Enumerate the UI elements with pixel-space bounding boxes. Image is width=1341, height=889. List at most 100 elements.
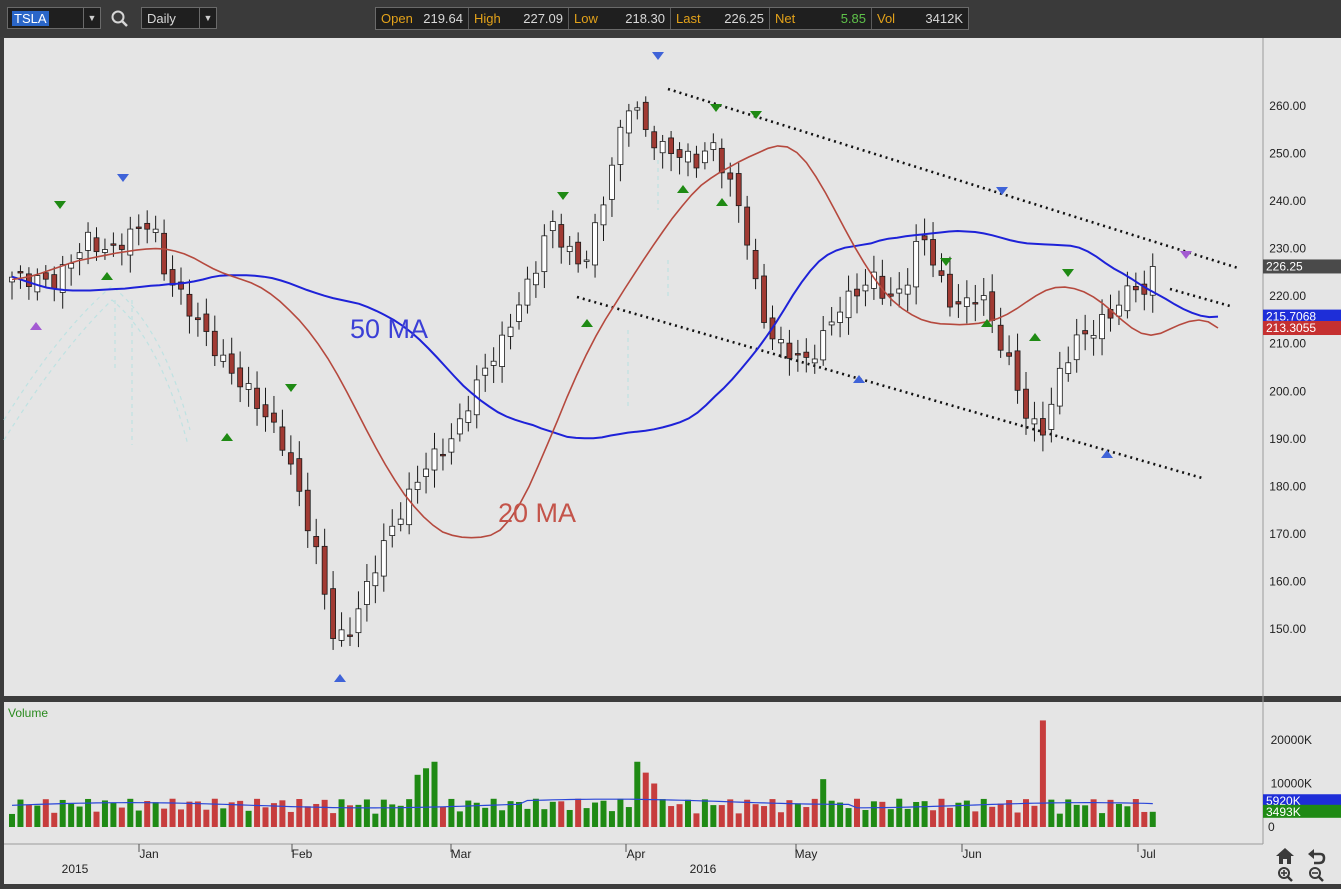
candle-body bbox=[930, 239, 936, 266]
ghost-curve bbox=[3, 299, 189, 446]
pivot-low-marker bbox=[677, 185, 689, 193]
pivot-markers bbox=[30, 52, 1192, 682]
candle-body bbox=[955, 301, 962, 305]
candle-body bbox=[1090, 335, 1097, 339]
pivot-low-marker bbox=[581, 319, 593, 327]
volume-bar bbox=[9, 813, 15, 827]
volume-bar bbox=[524, 808, 531, 827]
candle-body bbox=[17, 271, 24, 274]
volume-bar bbox=[118, 807, 125, 827]
volume-bar bbox=[270, 803, 277, 827]
undo-icon[interactable] bbox=[1308, 849, 1326, 865]
candle-body bbox=[794, 353, 801, 356]
zoom-out-icon[interactable] bbox=[1309, 867, 1324, 882]
candle-body bbox=[947, 273, 953, 308]
volume-bar bbox=[735, 813, 742, 827]
volume-bar bbox=[972, 811, 979, 827]
search-icon[interactable] bbox=[110, 9, 130, 29]
candle-body bbox=[135, 226, 142, 229]
volume-bar bbox=[786, 800, 793, 827]
volume-bar bbox=[313, 803, 320, 827]
avg-volume-tag-bg bbox=[1263, 794, 1341, 808]
price-chart[interactable]: 50 MA 20 MA 260.00 250.00 240.00 230.00 220.… bbox=[0, 37, 1341, 884]
zoom-in-icon[interactable] bbox=[1278, 867, 1293, 882]
faded-overlay bbox=[3, 160, 669, 446]
candle-body bbox=[778, 339, 784, 344]
candle-body bbox=[372, 572, 379, 587]
candle-body bbox=[152, 228, 159, 233]
pivot-high-marker bbox=[54, 201, 66, 209]
toolbar: TSLA ▼ Daily ▼ Open 219.64 High 227.09 L… bbox=[0, 0, 1341, 38]
x-tick-label: Feb bbox=[292, 847, 313, 861]
candle-body bbox=[414, 481, 421, 490]
volume-bar bbox=[490, 798, 497, 827]
candle-body bbox=[59, 264, 66, 293]
volume-bar bbox=[532, 798, 539, 827]
volume-bar bbox=[727, 799, 734, 827]
pivot-high-marker bbox=[117, 174, 129, 182]
candle-body bbox=[93, 237, 100, 253]
candle-body bbox=[1006, 352, 1012, 357]
quote-label: Open bbox=[381, 11, 413, 26]
quote-open: Open 219.64 bbox=[376, 8, 469, 29]
volume-bar bbox=[93, 811, 100, 827]
volume-bar bbox=[820, 779, 827, 827]
period-text: Daily bbox=[147, 11, 176, 26]
volume-bar bbox=[245, 810, 252, 827]
candle-body bbox=[1116, 304, 1122, 317]
candle-body bbox=[1031, 418, 1038, 425]
candle-body bbox=[397, 518, 404, 525]
volume-bar bbox=[887, 809, 894, 827]
home-icon[interactable] bbox=[1276, 848, 1294, 864]
quote-low: Low 218.30 bbox=[569, 8, 671, 29]
candle-body bbox=[254, 387, 260, 409]
y-tick-label: 220.00 bbox=[1269, 289, 1306, 303]
candle-body bbox=[609, 164, 615, 200]
volume-bar bbox=[178, 809, 184, 827]
period-select[interactable]: Daily ▼ bbox=[141, 7, 217, 29]
volume-bar bbox=[169, 798, 176, 827]
x-tick-label: Apr bbox=[627, 847, 646, 861]
volume-bar bbox=[237, 800, 244, 827]
candle-body bbox=[1073, 334, 1080, 361]
candle-body bbox=[490, 360, 497, 366]
chart-area[interactable]: 50 MA 20 MA 260.00 250.00 240.00 230.00 220.… bbox=[0, 37, 1341, 884]
symbol-text[interactable]: TSLA bbox=[12, 11, 49, 26]
ma20-line bbox=[11, 145, 1219, 539]
candle-body bbox=[431, 448, 438, 471]
symbol-input[interactable]: TSLA ▼ bbox=[7, 7, 101, 29]
candle-body bbox=[963, 297, 970, 307]
ma20-tag-bg bbox=[1263, 321, 1341, 336]
y-axis-ticks: 260.00 250.00 240.00 230.00 220.00 210.00 200.… bbox=[1269, 99, 1306, 636]
pivot-low-marker bbox=[101, 272, 113, 280]
candle-body bbox=[304, 489, 311, 532]
candle-body bbox=[583, 259, 590, 262]
quote-label: Low bbox=[574, 11, 598, 26]
volume-bar bbox=[135, 810, 142, 827]
volume-bar bbox=[634, 761, 641, 827]
candle-body bbox=[51, 274, 58, 289]
chevron-down-icon[interactable]: ▼ bbox=[83, 8, 100, 28]
candle-body bbox=[338, 629, 345, 641]
volume-bar bbox=[980, 798, 987, 827]
candle-body bbox=[727, 172, 734, 180]
volume-bar bbox=[186, 801, 193, 827]
y-tick-label: 240.00 bbox=[1269, 194, 1306, 208]
candle-body bbox=[541, 235, 548, 273]
candle-body bbox=[347, 634, 353, 637]
volume-bar bbox=[997, 803, 1004, 827]
volume-bar bbox=[701, 799, 708, 827]
volume-bar bbox=[220, 808, 227, 827]
volume-bar bbox=[761, 806, 768, 827]
y-tick-label: 250.00 bbox=[1269, 147, 1306, 161]
pivot-high-marker bbox=[996, 187, 1008, 195]
candle-body bbox=[659, 140, 666, 154]
candle-body bbox=[42, 272, 49, 280]
y-tick-label: 200.00 bbox=[1269, 384, 1306, 398]
ma50-tag: 215.7068 bbox=[1266, 310, 1316, 324]
candle-body bbox=[989, 291, 996, 321]
chevron-down-icon[interactable]: ▼ bbox=[199, 8, 216, 28]
quote-label: High bbox=[474, 11, 501, 26]
volume-bar bbox=[414, 774, 421, 827]
candle-body bbox=[169, 269, 176, 286]
